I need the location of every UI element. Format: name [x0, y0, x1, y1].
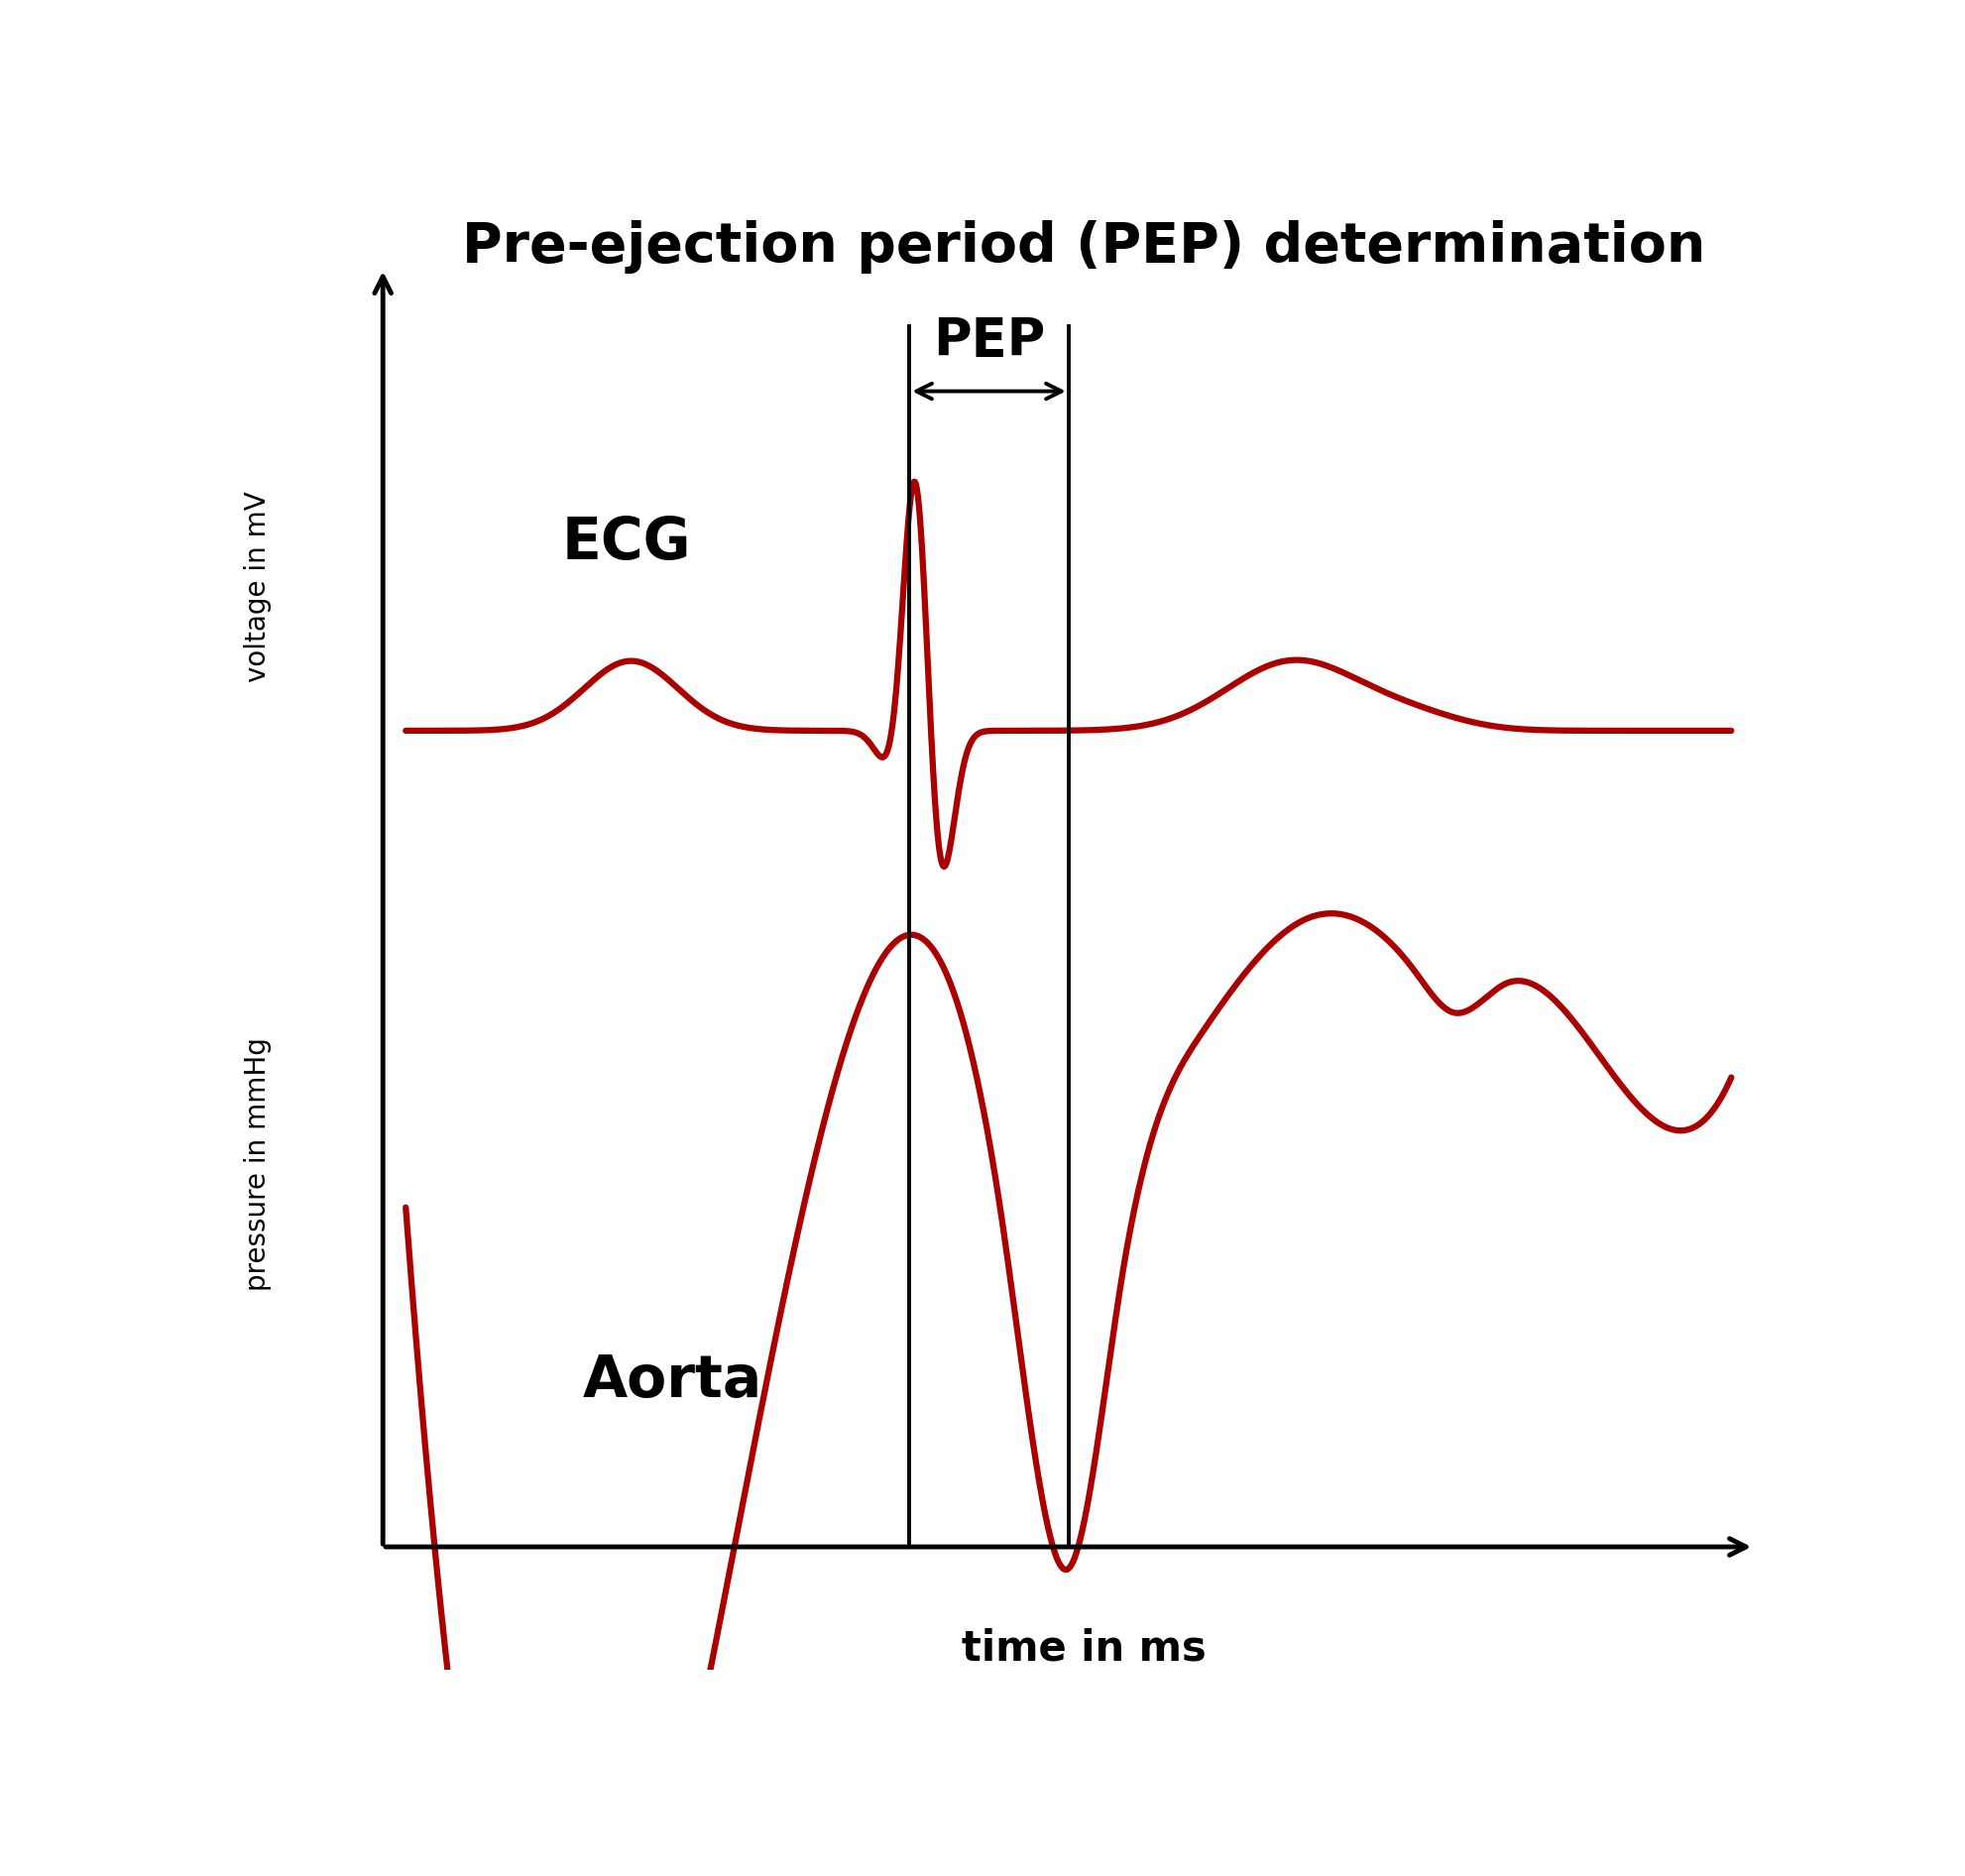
- Text: Pre-ejection period (PEP) determination: Pre-ejection period (PEP) determination: [462, 219, 1706, 274]
- Text: ECG: ECG: [562, 514, 692, 570]
- Text: pressure in mmHg: pressure in mmHg: [244, 1037, 271, 1291]
- Text: PEP: PEP: [931, 315, 1045, 366]
- Text: Aorta: Aorta: [582, 1353, 762, 1409]
- Text: time in ms: time in ms: [961, 1626, 1205, 1670]
- Text: voltage in mV: voltage in mV: [244, 492, 271, 681]
